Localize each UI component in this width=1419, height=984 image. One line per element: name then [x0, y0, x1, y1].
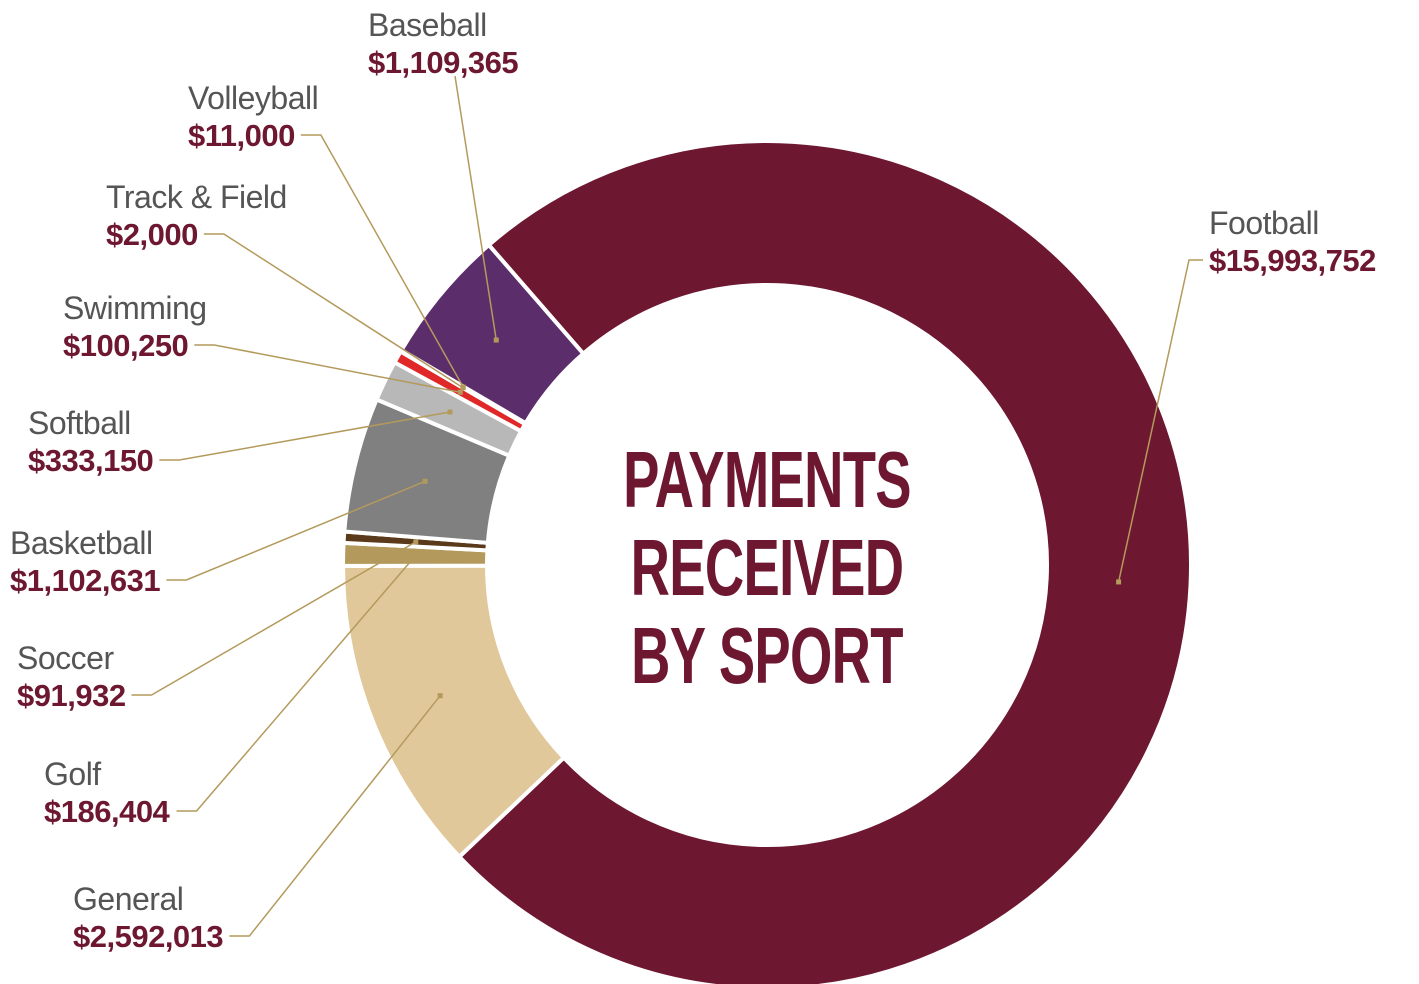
- value-label: $1,102,631: [10, 563, 160, 598]
- leader-dot: [413, 539, 419, 545]
- legend-label: Softball: [28, 405, 131, 441]
- legend-label: Football: [1209, 205, 1319, 241]
- leader-dot: [422, 478, 428, 484]
- legend-label: Baseball: [368, 7, 487, 43]
- leader-line: [159, 411, 451, 461]
- leader-dot: [1116, 579, 1122, 585]
- leader-dot: [460, 384, 466, 390]
- legend-label: Basketball: [10, 525, 153, 561]
- value-label: $11,000: [188, 118, 295, 153]
- value-label: $1,109,365: [368, 45, 518, 80]
- value-label: $333,150: [28, 443, 153, 478]
- leader-line: [176, 555, 416, 812]
- value-label: $186,404: [44, 794, 171, 829]
- chart-title: PAYMENTS RECEIVED BY SPORT: [623, 435, 911, 700]
- leader-line: [203, 233, 464, 389]
- leader-line: [1117, 259, 1203, 583]
- legend-label: Soccer: [17, 640, 114, 676]
- value-label: $2,000: [106, 217, 198, 252]
- legend-label: Golf: [44, 756, 101, 792]
- value-label: $91,932: [17, 678, 126, 713]
- leader-dot: [412, 553, 418, 559]
- value-label: $15,993,752: [1209, 243, 1376, 278]
- value-label: $2,592,013: [73, 919, 223, 954]
- legend-label: Swimming: [63, 290, 207, 326]
- leader-line: [166, 480, 426, 581]
- leader-dot: [457, 389, 463, 395]
- leader-line: [131, 541, 417, 696]
- leader-dot: [447, 409, 453, 415]
- legend-label: General: [73, 881, 183, 917]
- donut-slice: [456, 139, 1193, 984]
- leader-line: [194, 344, 461, 394]
- leader-line: [300, 134, 464, 388]
- leader-dot: [493, 337, 499, 343]
- legend-label: Track & Field: [106, 179, 287, 215]
- leader-line: [229, 695, 441, 937]
- leader-dot: [437, 693, 443, 699]
- value-label: $100,250: [63, 328, 188, 363]
- leader-line: [454, 75, 497, 341]
- legend-label: Volleyball: [188, 80, 318, 116]
